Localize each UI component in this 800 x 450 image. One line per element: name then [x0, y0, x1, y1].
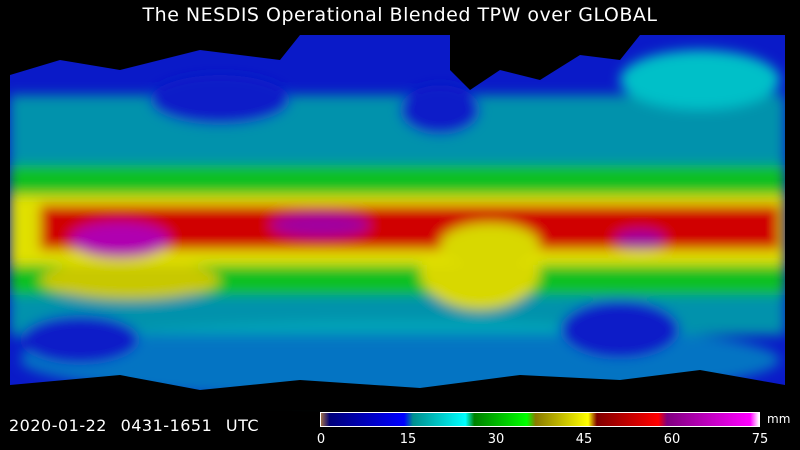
colorbar-tick: 75 [751, 432, 769, 447]
colorbar-tick: 15 [399, 432, 417, 447]
colorbar-tick: 45 [575, 432, 593, 447]
colorbar-tick: 60 [663, 432, 681, 447]
colorbar-tick: 30 [487, 432, 505, 447]
moisture-fields [10, 50, 785, 400]
timestamp: 2020-01-22 0431-1651 UTC [9, 416, 260, 435]
colorbar-unit: mm [767, 412, 791, 426]
colorbar [320, 412, 760, 427]
colorbar-tick: 0 [316, 432, 326, 447]
map-title: The NESDIS Operational Blended TPW over … [142, 4, 658, 26]
colorbar-gradient [321, 413, 759, 426]
land-mask [10, 35, 640, 90]
